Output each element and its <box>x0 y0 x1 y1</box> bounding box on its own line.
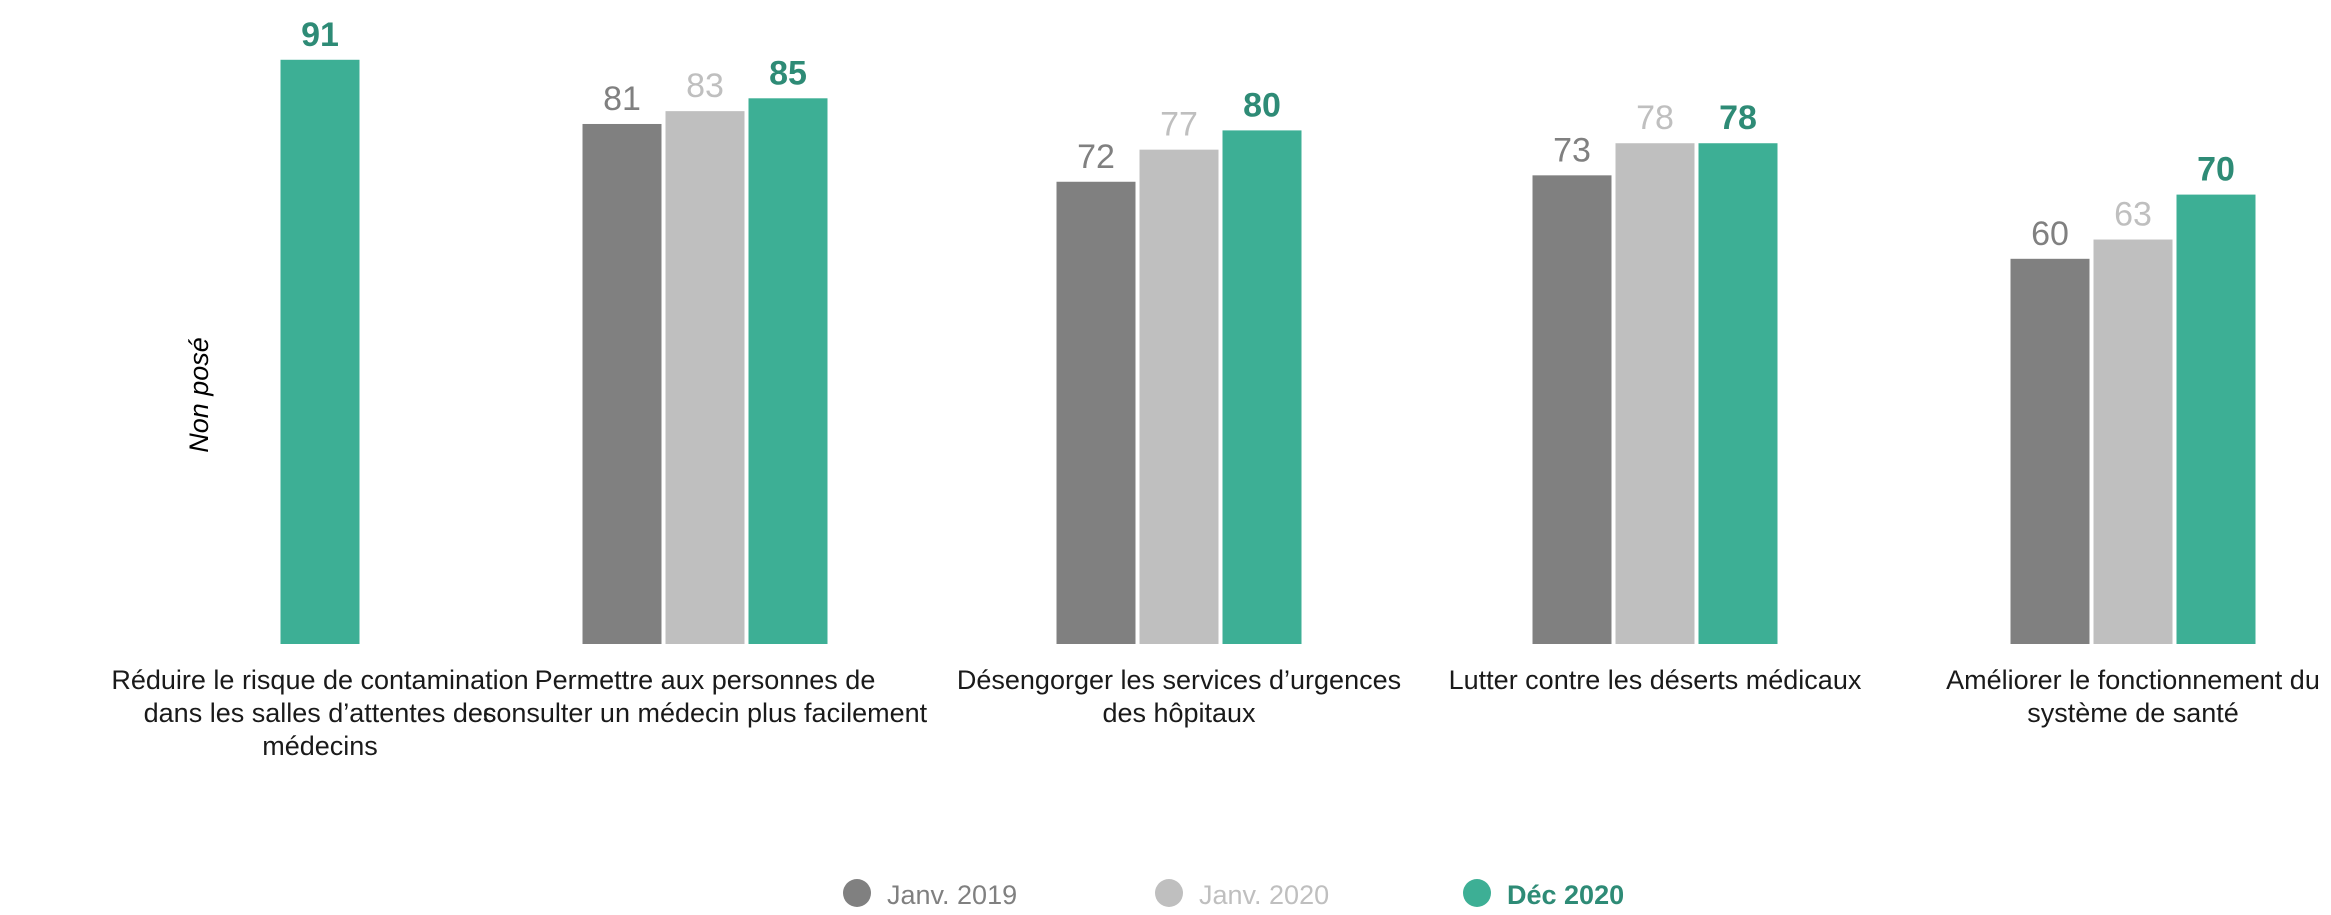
category-label-5-line-1: Améliorer le fonctionnement du <box>1946 665 2320 695</box>
category-label-1-line-3: médecins <box>262 731 378 761</box>
bar-dec-2020-cat-2 <box>748 98 828 645</box>
legend-swatch-janv-2019 <box>843 879 871 907</box>
value-label-janv-2020-cat-5: 63 <box>2114 196 2152 234</box>
category-labels-layer: Réduire le risque de contamination dans l… <box>111 665 2319 761</box>
value-label-janv-2019-cat-4: 73 <box>1553 131 1591 169</box>
legend-label-janv-2019: Janv. 2019 <box>887 880 1018 910</box>
value-label-janv-2020-cat-4: 78 <box>1636 99 1674 137</box>
bar-janv-2020-cat-5 <box>2093 239 2173 645</box>
category-label-5: Améliorer le fonctionnement du système de… <box>1946 665 2320 728</box>
legend-swatch-janv-2020 <box>1155 879 1183 907</box>
bar-janv-2020-cat-3 <box>1139 149 1219 644</box>
legend-label-dec-2020: Déc 2020 <box>1507 880 1625 910</box>
non-pose-annotation: Non posé <box>184 337 214 453</box>
value-label-janv-2020-cat-3: 77 <box>1160 106 1198 144</box>
value-label-dec-2020-cat-5: 70 <box>2197 151 2235 189</box>
category-label-1-line-2: dans les salles d’attentes des <box>144 698 497 728</box>
bar-janv-2019-cat-3 <box>1056 181 1136 644</box>
category-label-3-line-1: Désengorger les services d’urgences <box>957 665 1401 695</box>
bar-dec-2020-cat-5 <box>2176 194 2256 644</box>
category-label-1-line-1: Réduire le risque de contamination <box>111 665 528 695</box>
bar-dec-2020-cat-1 <box>280 59 360 644</box>
category-label-3: Désengorger les services d’urgences des h… <box>957 665 1401 728</box>
category-label-2-line-1: Permettre aux personnes de <box>535 665 876 695</box>
value-label-janv-2019-cat-5: 60 <box>2031 215 2069 253</box>
bar-janv-2020-cat-4 <box>1615 143 1695 645</box>
category-label-1: Réduire le risque de contamination dans l… <box>111 665 528 761</box>
bar-janv-2019-cat-4 <box>1532 175 1612 644</box>
category-label-3-line-2: des hôpitaux <box>1102 698 1256 728</box>
category-label-2: Permettre aux personnes de consulter un m… <box>483 665 928 728</box>
bar-janv-2019-cat-2 <box>582 123 662 645</box>
value-label-dec-2020-cat-2: 85 <box>769 54 807 92</box>
bar-dec-2020-cat-4 <box>1698 143 1778 645</box>
value-label-dec-2020-cat-3: 80 <box>1243 86 1281 124</box>
value-label-dec-2020-cat-4: 78 <box>1719 99 1757 137</box>
value-label-janv-2019-cat-3: 72 <box>1077 138 1115 176</box>
category-label-4: Lutter contre les déserts médicaux <box>1449 665 1862 695</box>
category-label-4-line-1: Lutter contre les déserts médicaux <box>1449 665 1862 695</box>
category-label-2-line-2: consulter un médecin plus facilement <box>483 698 928 728</box>
value-label-janv-2020-cat-2: 83 <box>686 67 724 105</box>
legend-label-janv-2020: Janv. 2020 <box>1199 880 1330 910</box>
category-label-5-line-2: système de santé <box>2027 698 2239 728</box>
bar-janv-2019-cat-5 <box>2010 258 2090 644</box>
bar-dec-2020-cat-3 <box>1222 130 1302 644</box>
value-labels-layer: 91 81 83 85 72 77 80 73 78 78 60 63 70 <box>301 16 2235 253</box>
value-label-janv-2019-cat-2: 81 <box>603 80 641 118</box>
legend-swatch-dec-2020 <box>1463 879 1491 907</box>
bar-chart: 91 81 83 85 72 77 80 73 78 78 60 63 70 Réduire le ri… <box>111 16 2319 761</box>
bar-janv-2020-cat-2 <box>665 111 745 644</box>
bars-layer <box>280 59 2256 645</box>
value-label-dec-2020-cat-1: 91 <box>301 16 339 54</box>
